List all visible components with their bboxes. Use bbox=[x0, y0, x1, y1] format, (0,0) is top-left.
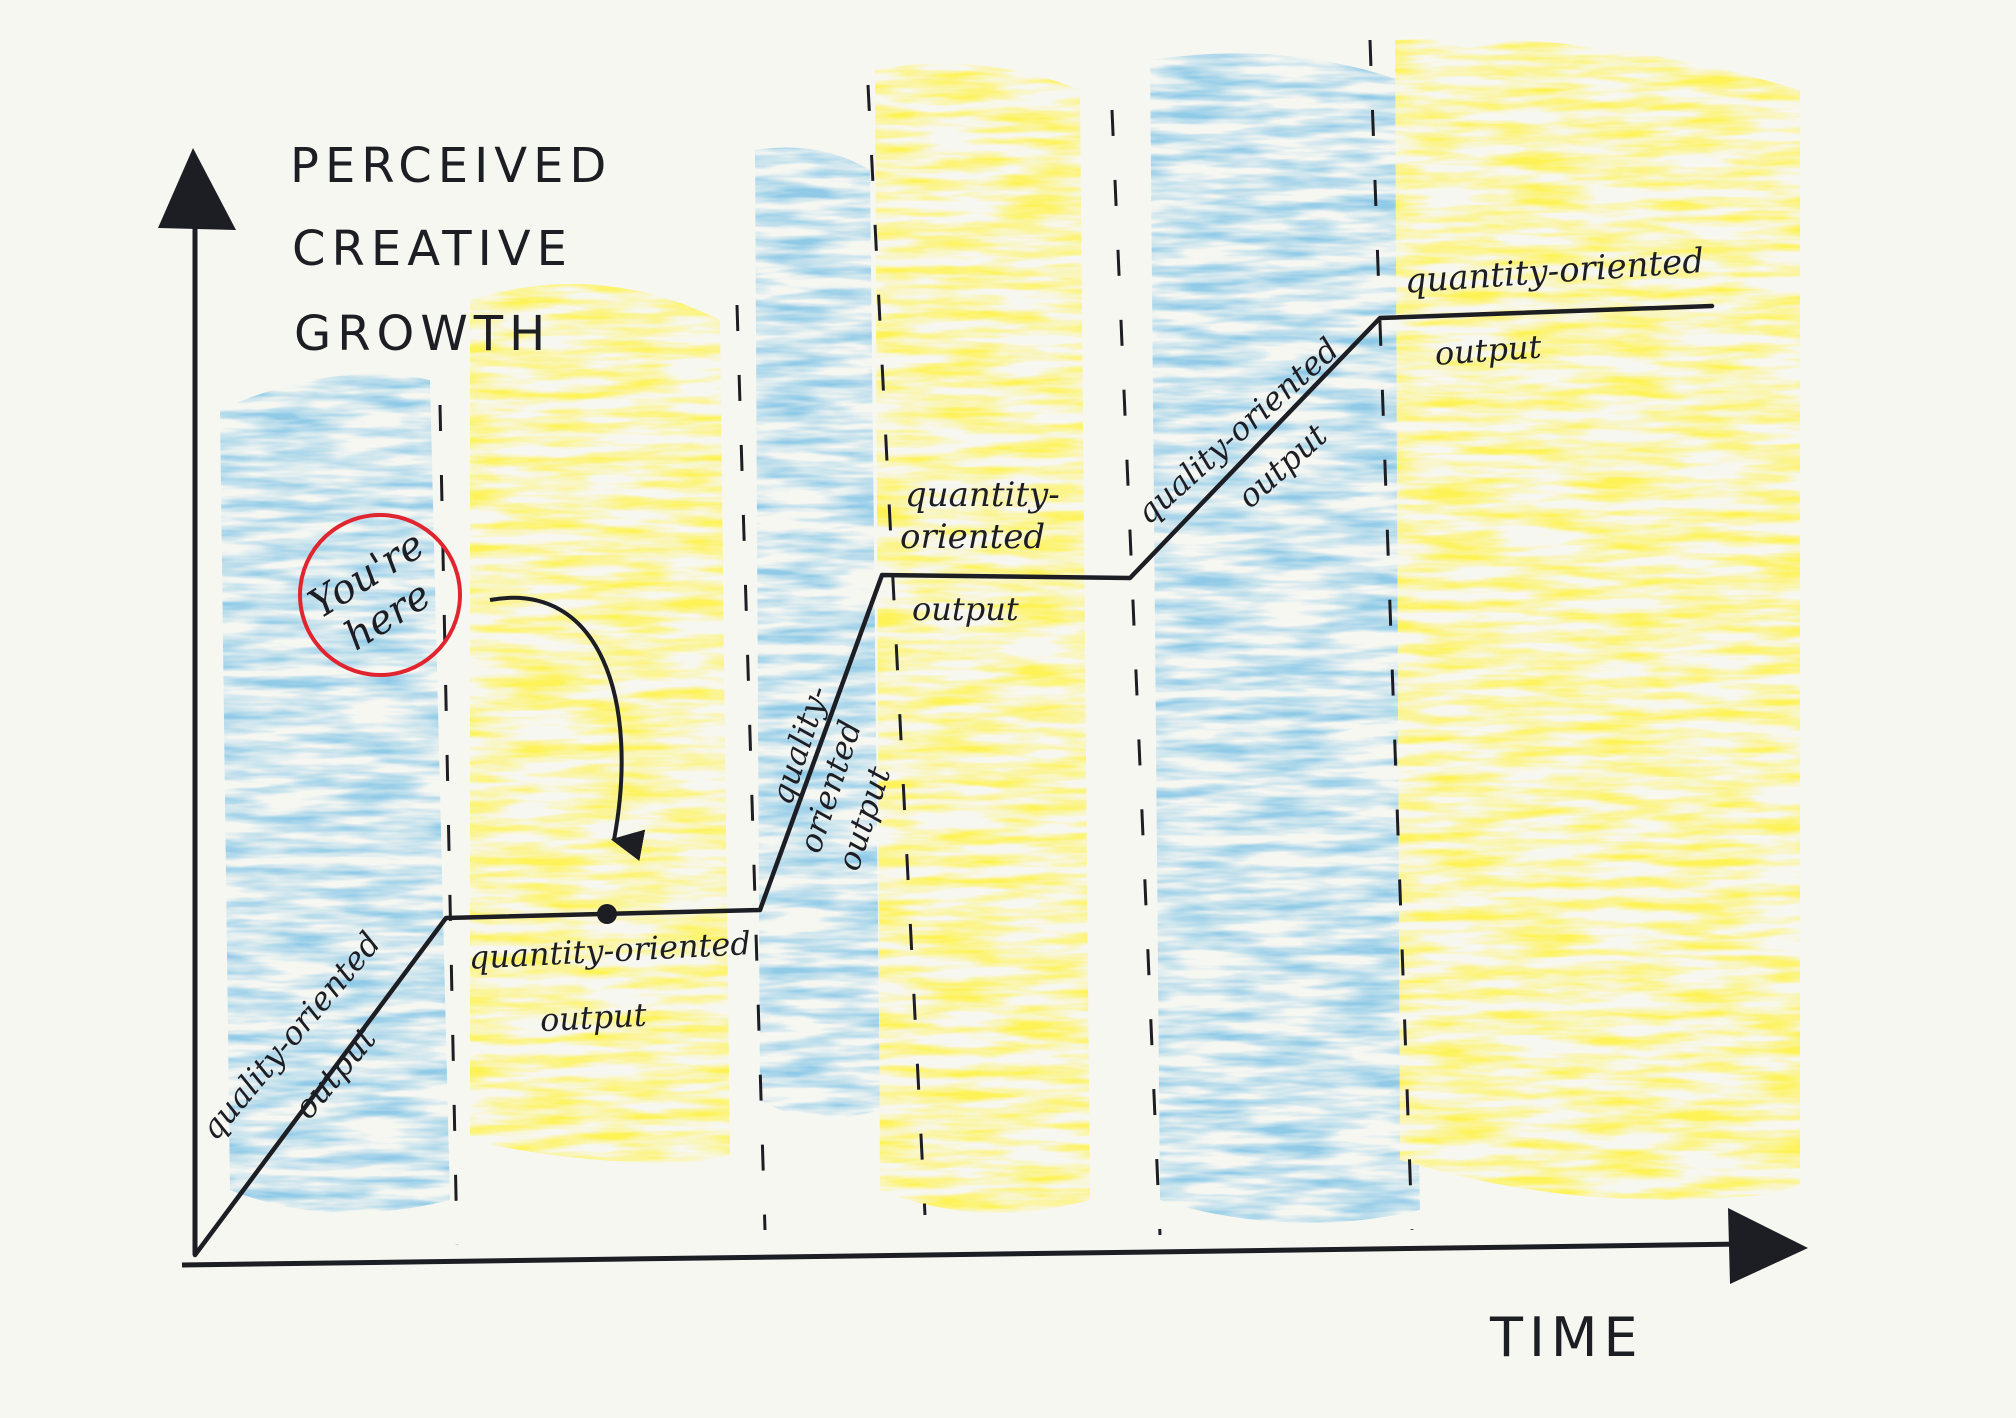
x-axis-title: TIME bbox=[1489, 1306, 1644, 1369]
y-axis-title-line-3: GROWTH bbox=[294, 306, 551, 362]
phase-divider bbox=[1110, 109, 1162, 1236]
wash-phase-2 bbox=[470, 284, 730, 1163]
phase-label-4: quantity- oriented output bbox=[900, 475, 1060, 628]
phase-4-line-3: output bbox=[912, 590, 1019, 628]
wash-phase-4 bbox=[875, 63, 1090, 1213]
pointer-arrow bbox=[489, 596, 646, 861]
y-axis-title-line-1: PERCEIVED bbox=[290, 138, 612, 194]
y-axis-title-line-2: CREATIVE bbox=[292, 221, 573, 277]
phase-4-line-2: oriented bbox=[900, 517, 1045, 557]
wash-phase-6 bbox=[1395, 38, 1800, 1201]
y-axis-title: PERCEIVED CREATIVE GROWTH bbox=[290, 138, 612, 362]
phase-2-line-2: output bbox=[539, 996, 648, 1040]
phase-divider bbox=[866, 84, 927, 1216]
wash-phase-3 bbox=[755, 147, 880, 1118]
wash-phase-5 bbox=[1150, 53, 1420, 1223]
phase-divider bbox=[1368, 39, 1414, 1231]
phase-6-line-2: output bbox=[1434, 328, 1543, 373]
axes bbox=[181, 215, 1746, 1268]
growth-curve bbox=[192, 303, 1715, 1258]
you-are-here-circle bbox=[298, 513, 462, 677]
wash-phase-1 bbox=[220, 374, 450, 1213]
phase-divider bbox=[735, 304, 767, 1231]
x-axis bbox=[181, 1241, 1746, 1268]
current-position-dot bbox=[597, 904, 617, 924]
phase-4-line-1: quantity- bbox=[905, 475, 1060, 515]
y-axis-arrow-icon bbox=[158, 148, 236, 230]
phase-washes bbox=[220, 38, 1800, 1223]
x-axis-arrow-icon bbox=[1728, 1208, 1808, 1284]
